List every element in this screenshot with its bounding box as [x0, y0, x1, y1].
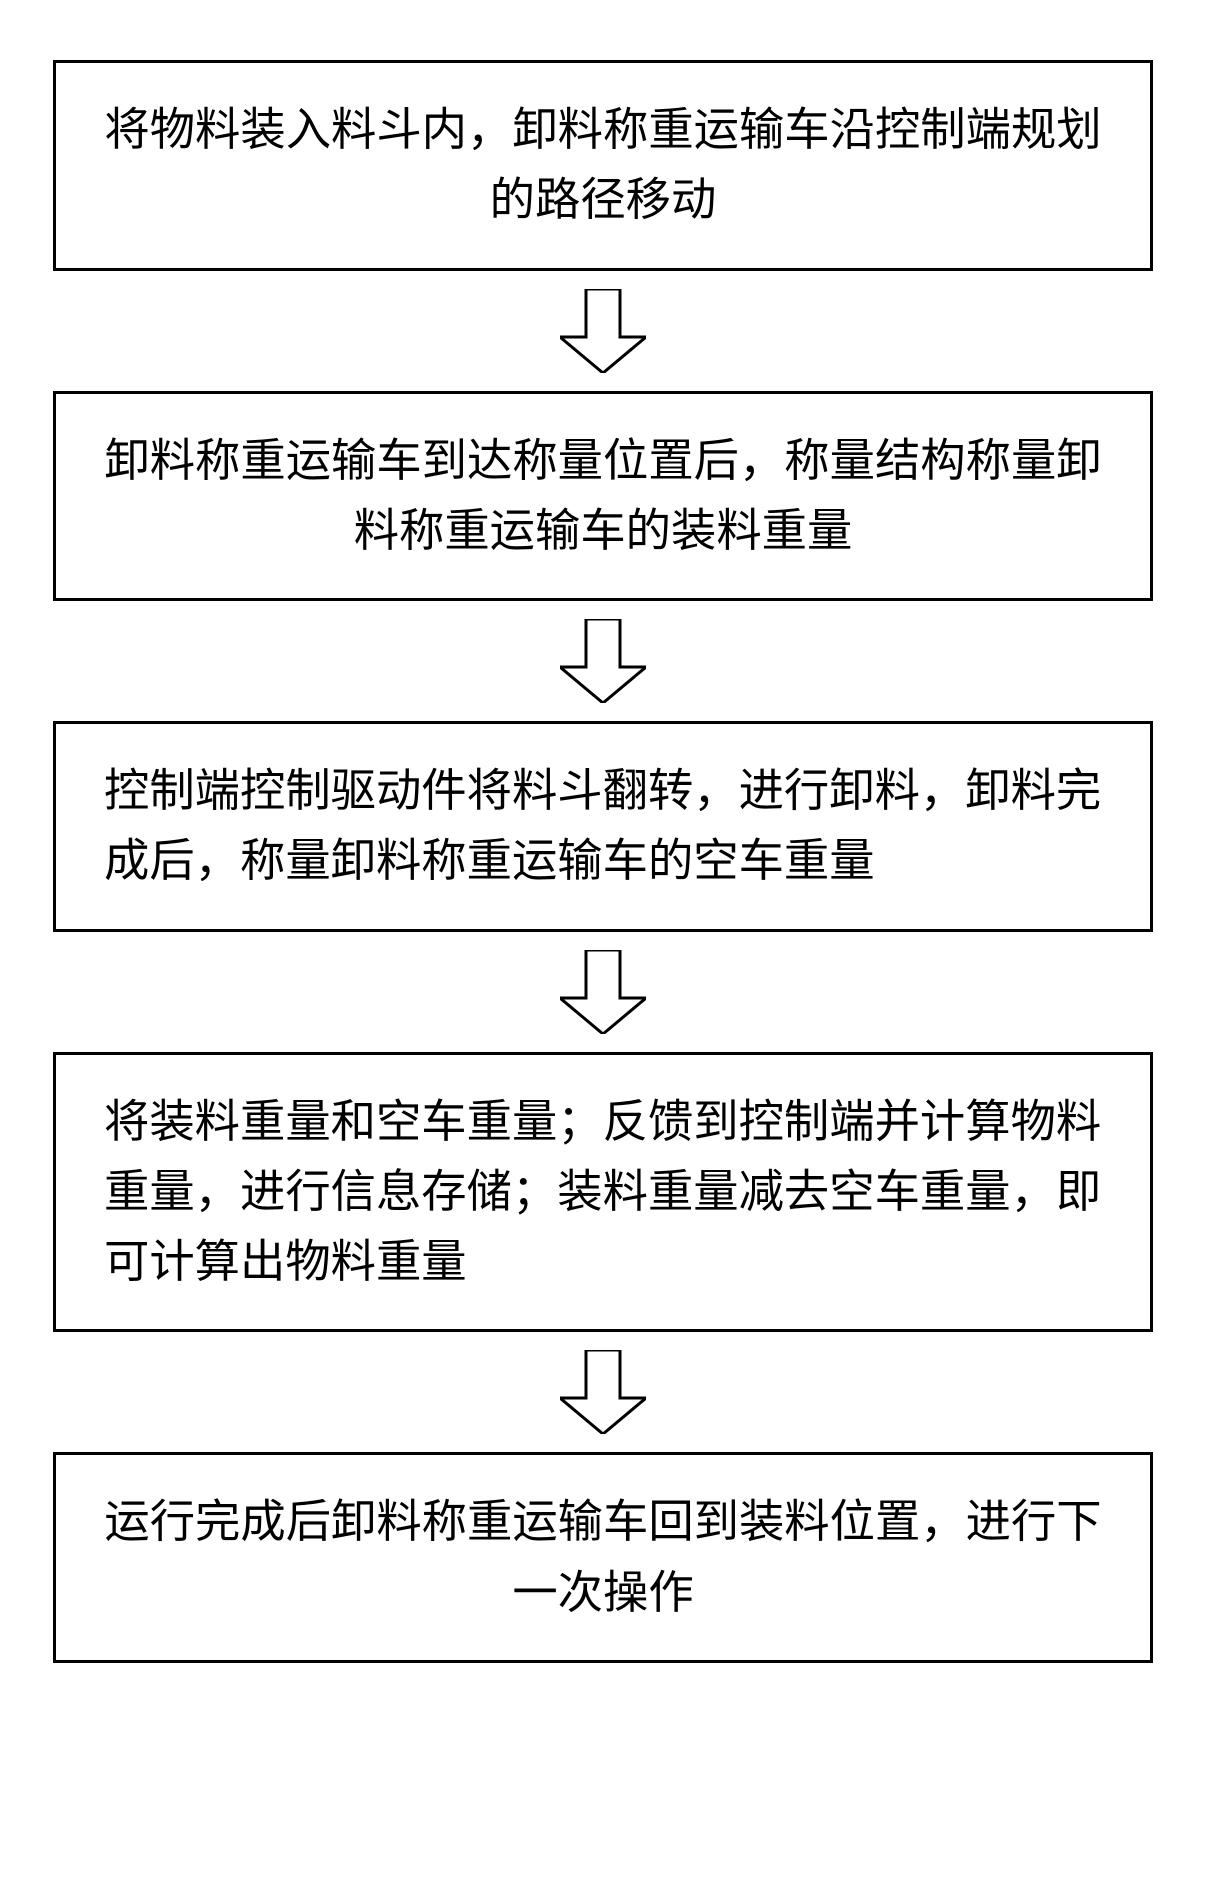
step-box-2: 卸料称重运输车到达称量位置后，称量结构称量卸料称重运输车的装料重量	[53, 391, 1153, 602]
step-box-4: 将装料重量和空车重量；反馈到控制端并计算物料重量，进行信息存储；装料重量减去空车…	[53, 1052, 1153, 1333]
step-text: 将物料装入料斗内，卸料称重运输车沿控制端规划的路径移动	[104, 105, 1101, 225]
arrow-3	[560, 950, 646, 1034]
step-text: 将装料重量和空车重量；反馈到控制端并计算物料重量，进行信息存储；装料重量减去空车…	[104, 1097, 1101, 1288]
arrow-down-icon	[560, 1350, 646, 1434]
arrow-down-icon	[560, 619, 646, 703]
step-text: 控制端控制驱动件将料斗翻转，进行卸料，卸料完成后，称量卸料称重运输车的空车重量	[104, 766, 1101, 886]
arrow-2	[560, 619, 646, 703]
step-box-1: 将物料装入料斗内，卸料称重运输车沿控制端规划的路径移动	[53, 60, 1153, 271]
step-text: 卸料称重运输车到达称量位置后，称量结构称量卸料称重运输车的装料重量	[104, 436, 1101, 556]
arrow-down-icon	[560, 289, 646, 373]
arrow-down-icon	[560, 950, 646, 1034]
step-text: 运行完成后卸料称重运输车回到装料位置，进行下一次操作	[104, 1497, 1101, 1617]
arrow-1	[560, 289, 646, 373]
step-box-5: 运行完成后卸料称重运输车回到装料位置，进行下一次操作	[53, 1452, 1153, 1663]
step-box-3: 控制端控制驱动件将料斗翻转，进行卸料，卸料完成后，称量卸料称重运输车的空车重量	[53, 721, 1153, 932]
arrow-4	[560, 1350, 646, 1434]
flowchart: 将物料装入料斗内，卸料称重运输车沿控制端规划的路径移动 卸料称重运输车到达称量位…	[53, 60, 1153, 1663]
